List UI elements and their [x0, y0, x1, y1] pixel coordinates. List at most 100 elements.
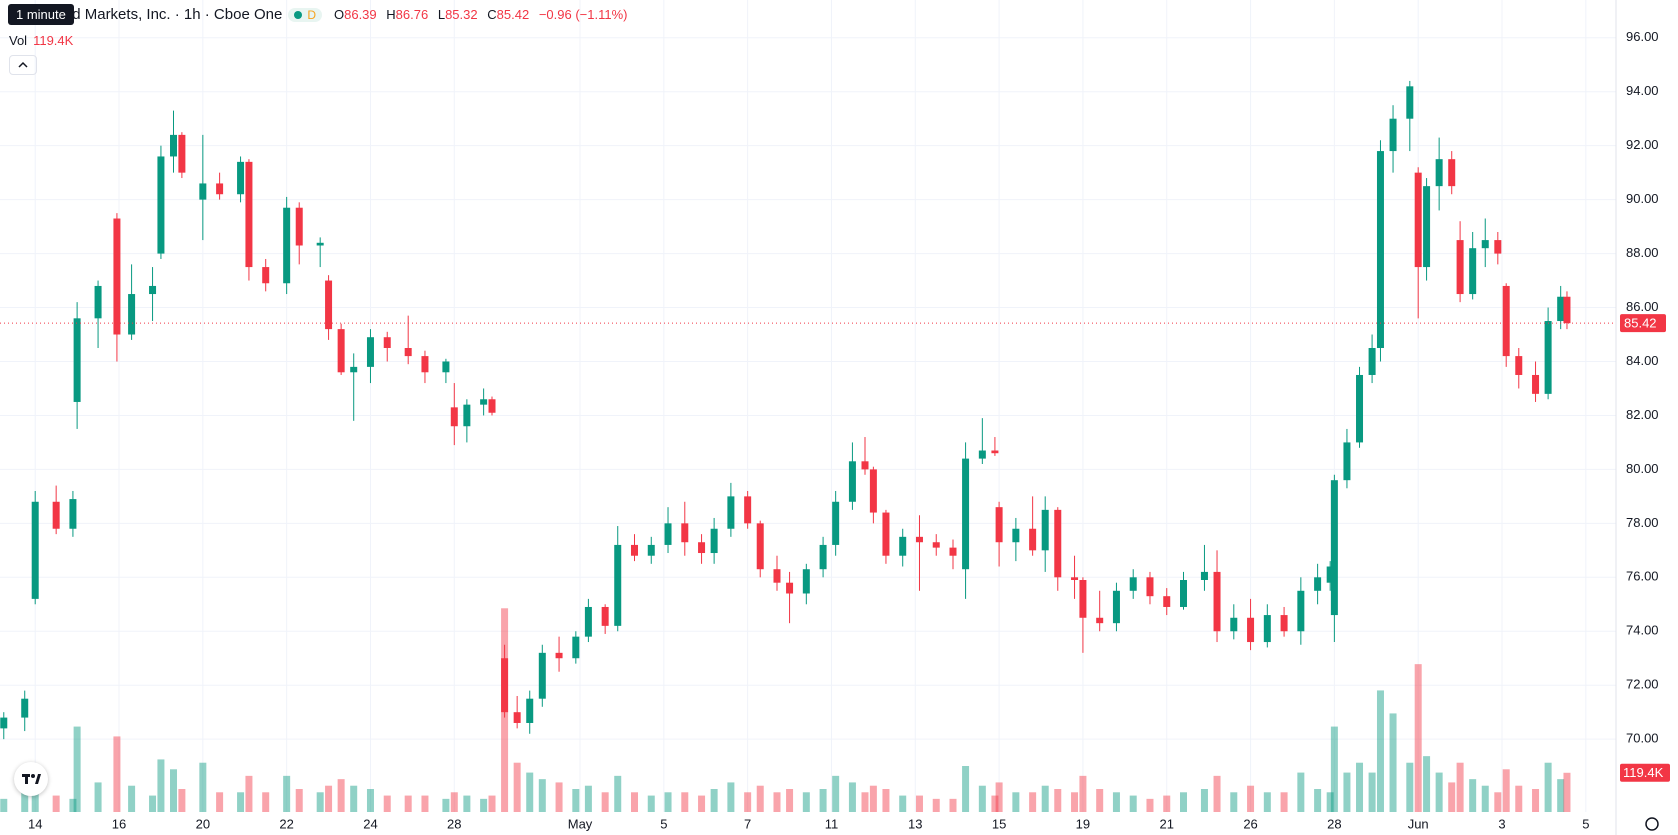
- volume-bar: [94, 782, 102, 812]
- x-tick-label: Jun: [1408, 816, 1429, 831]
- candle-body: [350, 366, 358, 373]
- volume-bar: [1280, 792, 1288, 812]
- candle-body: [1012, 528, 1020, 543]
- ohlc-key: L: [437, 7, 446, 22]
- candle-body: [1071, 577, 1079, 580]
- volume-title: Vol: [9, 33, 28, 48]
- candle-body: [1376, 151, 1384, 348]
- volume-bar: [1557, 779, 1565, 812]
- y-tick-label: 86.00: [1626, 299, 1659, 314]
- volume-bar: [601, 792, 609, 812]
- volume-bar: [727, 782, 735, 812]
- candle-body: [170, 134, 178, 157]
- candle-body: [869, 469, 877, 513]
- settings-icon[interactable]: [1645, 817, 1659, 831]
- volume-bar: [932, 798, 940, 812]
- candle-body: [899, 536, 907, 556]
- volume-bar: [978, 785, 986, 812]
- collapse-icon: [18, 61, 28, 68]
- candle-body: [949, 547, 957, 556]
- volume-bar: [756, 785, 764, 812]
- volume-bar: [1544, 762, 1552, 812]
- volume-bar: [1515, 785, 1523, 812]
- volume-bar: [1146, 798, 1154, 812]
- candle-body: [1096, 617, 1104, 624]
- volume-bar: [1532, 789, 1540, 812]
- legend-header: Robinhood Markets, Inc. · 1h · Cboe One …: [8, 6, 627, 23]
- volume-bar: [463, 795, 471, 812]
- ohlc-value: 85.42: [496, 7, 530, 22]
- candle-body: [832, 501, 840, 545]
- y-tick-label: 94.00: [1626, 83, 1659, 98]
- candle-body: [962, 458, 970, 570]
- y-tick-label: 82.00: [1626, 407, 1659, 422]
- volume-bar: [1163, 795, 1171, 812]
- last-price-badge: [1620, 314, 1666, 333]
- candle-body: [283, 207, 291, 284]
- candle-body: [128, 294, 136, 335]
- candle-body: [21, 698, 29, 718]
- x-tick-label: 3: [1498, 816, 1505, 831]
- candle-body: [501, 658, 509, 713]
- volume-bar: [128, 785, 136, 812]
- candle-body: [1041, 509, 1049, 551]
- volume-bar: [1071, 792, 1079, 812]
- x-tick-label: 22: [279, 816, 293, 831]
- volume-bar: [861, 792, 869, 812]
- candle-body: [0, 717, 8, 729]
- candle-body: [756, 523, 764, 570]
- volume-bar: [995, 782, 1003, 812]
- candle-body: [978, 450, 986, 459]
- volume-bar: [1435, 772, 1443, 812]
- candle-body: [1563, 296, 1571, 324]
- volume-bar: [170, 769, 178, 812]
- volume-bar: [1180, 792, 1188, 812]
- tv-logo[interactable]: [14, 762, 48, 796]
- y-tick-label: 88.00: [1626, 245, 1659, 260]
- volume-bar: [1297, 772, 1305, 812]
- candle-body: [383, 337, 391, 348]
- volume-bar: [245, 775, 253, 812]
- volume-bar: [698, 795, 706, 812]
- volume-bar: [1314, 789, 1322, 812]
- candle-body: [1448, 159, 1456, 187]
- candle-body: [1423, 186, 1431, 268]
- volume-bar: [157, 759, 165, 812]
- y-tick-label: 70.00: [1626, 731, 1659, 746]
- candle-body: [1406, 86, 1414, 119]
- x-tick-label: May: [568, 816, 593, 831]
- candle-body: [1356, 374, 1364, 443]
- x-tick-label: 15: [992, 816, 1006, 831]
- candle-body: [178, 134, 186, 173]
- volume-legend: Vol 119.4K: [9, 33, 73, 48]
- collapse-button[interactable]: [9, 55, 37, 75]
- ohlc-key: O: [333, 7, 345, 22]
- x-tick-label: 24: [363, 816, 377, 831]
- volume-bar: [262, 792, 270, 812]
- volume-bar: [1079, 775, 1087, 812]
- candle-body: [1502, 285, 1510, 357]
- volume-bar: [899, 795, 907, 812]
- candle-body: [1515, 356, 1523, 375]
- candle-body: [73, 318, 81, 402]
- volume-bar: [1129, 795, 1137, 812]
- candle-body: [442, 361, 450, 373]
- volume-bar: [1096, 789, 1104, 812]
- ohlc-values: O86.39 H86.76 L85.32 C85.42 −0.96 (−1.11…: [328, 7, 627, 22]
- volume-bar: [1414, 664, 1422, 812]
- volume-bar: [69, 798, 77, 812]
- volume-bar: [450, 792, 458, 812]
- candle-body: [572, 636, 580, 659]
- candle-body: [216, 183, 224, 195]
- volume-bar: [773, 792, 781, 812]
- candle-body: [199, 183, 207, 200]
- volume-bar: [882, 789, 890, 812]
- candle-body: [1532, 374, 1540, 394]
- volume-bar: [614, 775, 622, 812]
- volume-bar: [915, 795, 923, 812]
- x-tick-label: 5: [1582, 816, 1589, 831]
- candle-body: [555, 652, 563, 659]
- volume-bar: [819, 789, 827, 812]
- candle-body: [52, 501, 60, 529]
